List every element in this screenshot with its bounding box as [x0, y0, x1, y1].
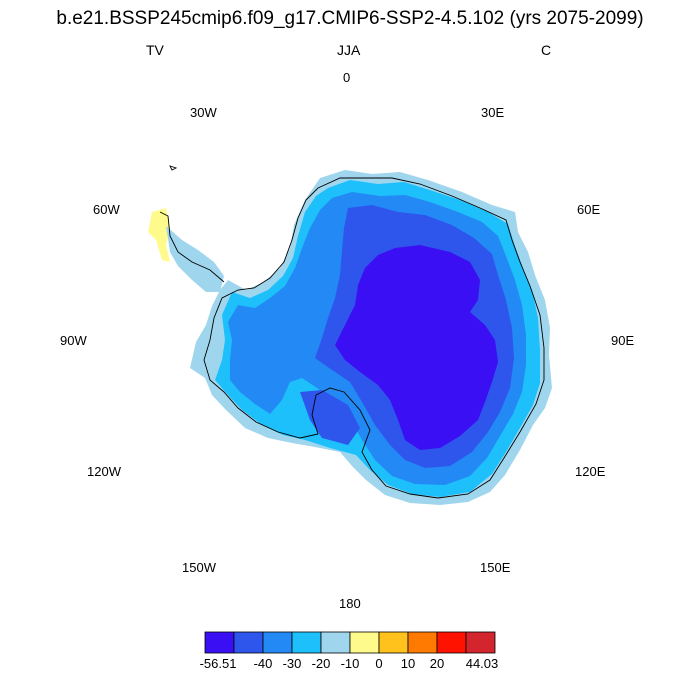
colorbar-label: -56.51	[199, 656, 237, 671]
lon-label-60w: 60W	[93, 202, 120, 217]
colorbar-swatch	[378, 631, 409, 654]
colorbar	[204, 631, 496, 654]
colorbar-swatch	[262, 631, 293, 654]
lon-label-30w: 30W	[190, 105, 217, 120]
plot-title: b.e21.BSSP245cmip6.f09_g17.CMIP6-SSP2-4.…	[56, 8, 644, 29]
peninsula-outline	[159, 211, 225, 283]
lon-label-90w: 90W	[60, 333, 87, 348]
lon-label-0: 0	[343, 70, 351, 85]
colorbar-label: -30	[282, 656, 302, 671]
lon-label-120w: 120W	[87, 464, 121, 479]
colorbar-label: 20	[429, 656, 445, 671]
lon-label-60e: 60E	[577, 202, 601, 217]
colorbar-swatch	[465, 631, 496, 654]
continent-outline	[203, 177, 545, 499]
colorbar-swatch	[320, 631, 351, 654]
colorbar-swatch	[407, 631, 438, 654]
subtitle-center: JJA	[337, 42, 361, 58]
lon-label-30e: 30E	[481, 105, 505, 120]
contour-level-neg56-neg40	[335, 245, 498, 450]
colorbar-label: 0	[375, 656, 383, 671]
island-outline	[169, 165, 178, 171]
colorbar-swatch	[349, 631, 380, 654]
coastline	[159, 165, 545, 499]
subtitle-left: TV	[146, 42, 164, 58]
lon-label-180: 180	[339, 596, 361, 611]
darkest-region	[335, 245, 498, 450]
colorbar-label: -40	[253, 656, 273, 671]
colorbar-swatch	[291, 631, 322, 654]
subtitle-right: C	[541, 42, 552, 58]
colorbar-label: 44.03	[465, 656, 499, 671]
lon-label-90e: 90E	[611, 333, 635, 348]
ross-dark-area	[300, 390, 360, 445]
lon-label-150w: 150W	[182, 560, 216, 575]
colorbar-label: -20	[311, 656, 331, 671]
lon-label-150e: 150E	[480, 560, 511, 575]
colorbar-swatch	[436, 631, 467, 654]
colorbar-label: -10	[340, 656, 360, 671]
peninsula-warm-area	[148, 208, 170, 262]
colorbar-label: 10	[400, 656, 416, 671]
peninsula-fringe-region	[166, 226, 224, 292]
contour-level-0-10	[148, 208, 170, 262]
colorbar-swatch	[233, 631, 264, 654]
colorbar-swatch	[204, 631, 235, 654]
peninsula-fringe	[166, 226, 224, 292]
lon-label-120e: 120E	[575, 464, 606, 479]
